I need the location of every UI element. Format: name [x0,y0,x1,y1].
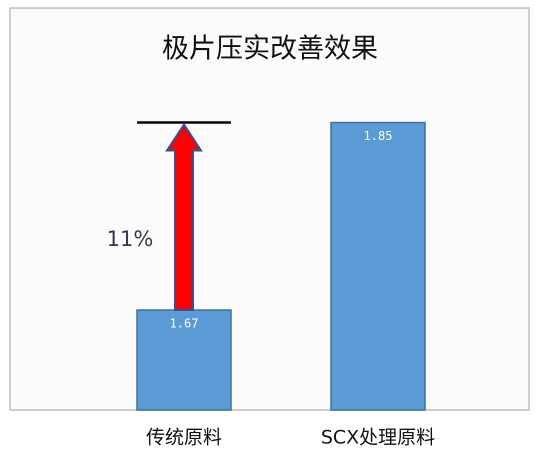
value-label: 1.67 [170,317,199,331]
chart-title: 极片压实改善效果 [162,34,378,65]
bar [136,309,232,411]
increase-arrow [165,122,203,312]
annotation: 11% [107,227,154,251]
plot-frame [9,7,530,411]
bar [330,121,426,411]
x-tick-label: SCX处理原料 [321,427,435,449]
x-tick-label: 传统原料 [146,427,222,449]
value-label: 1.85 [364,129,393,143]
